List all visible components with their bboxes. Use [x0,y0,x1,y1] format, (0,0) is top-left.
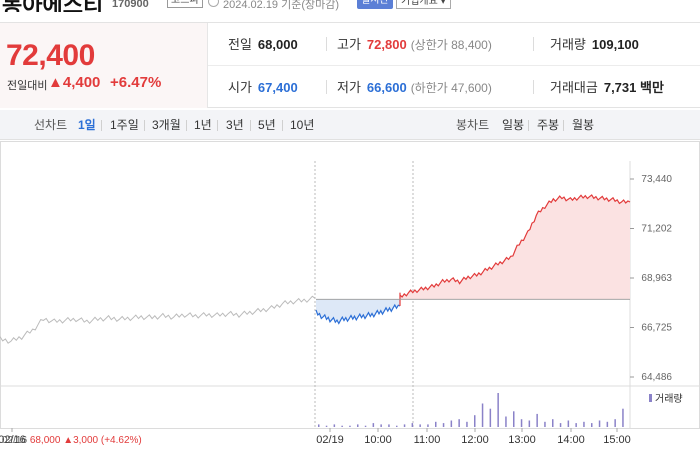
volume-bar [559,423,562,427]
y-tick-label: 68,963 [641,273,672,284]
x-tick-label: 15:00 [603,434,631,446]
volume-bar [388,424,390,427]
x-tick-label: 10:00 [364,434,392,446]
clock-icon [208,0,219,7]
above-baseline-area [400,195,630,300]
stock-code: 170900 [112,0,149,10]
y-tick-label: 71,202 [641,224,672,235]
volume-bar [427,424,429,427]
volume-bar [318,424,320,427]
volume-bar [598,420,601,427]
volume-bar [349,425,351,427]
current-price: 72,400 [6,39,95,72]
stock-name: 동아에스티 [2,0,103,12]
above-baseline-line [399,194,631,298]
volume: 거래량 109,100 [550,37,639,52]
volume-bar [544,421,546,427]
tab-3month[interactable]: 3개월 [152,118,181,132]
change-label: 전일대비 [7,80,48,92]
stock-header: 동아에스티 170900 코스피 2024.02.19 기준(장마감) 실시간 … [0,0,700,12]
x-tick-label: 11:00 [414,434,441,446]
realtime-button[interactable]: 실시간 [357,0,393,9]
volume-bar [333,424,336,427]
chart-period-tabs: 선차트 1일 1주일 3개월 1년 3년 5년 10년 봉차트 일봉 주봉 월봉 [0,110,700,140]
tab-1year[interactable]: 1년 [194,118,212,132]
volume-bar [372,423,375,427]
volume-bar [450,420,453,427]
volume-legend-label: 거래량 [655,393,683,405]
volume-bar [325,425,328,427]
line-chart-label: 선차트 [34,118,68,132]
volume-bar [567,420,570,427]
volume-bar [419,424,421,427]
volume-bar [481,403,484,427]
x-tick-label: 14:00 [557,434,585,446]
y-tick-label: 66,725 [641,323,672,334]
volume-bar [591,423,593,427]
prev-day-line [0,295,316,344]
volume-bar [606,421,609,427]
tab-monthly-candle[interactable]: 월봉 [572,118,595,132]
candle-chart-label: 봉차트 [456,118,490,132]
tab-daily-candle[interactable]: 일봉 [502,118,525,132]
volume-bar [466,421,468,427]
quote-row-2: 시가 67,400 저가 66,600 (하한가 47,600) 거래대금 7,731 … [208,66,700,109]
volume-bar [380,424,382,427]
volume-bar [528,420,531,427]
tab-10year[interactable]: 10년 [290,118,315,132]
change-amount: ▲4,400 [48,74,101,91]
volume-bar [403,424,406,427]
volume-bar [357,424,359,427]
below-baseline-area [316,299,400,324]
volume-bar [364,425,367,427]
prev-close: 전일 68,000 [228,37,298,52]
tab-5year[interactable]: 5년 [258,118,276,132]
tab-1week[interactable]: 1주일 [110,118,139,132]
open-price: 시가 67,400 [228,80,298,95]
y-tick-label: 64,486 [641,372,672,383]
price-chart-svg: 73,440 71,202 68,963 66,725 64,486 02/16 02/19… [0,141,700,446]
quote-row-1: 전일 68,000 고가 72,800 (상한가 88,400) 거래량 109,100 [208,23,700,66]
below-baseline-line [315,303,401,325]
volume-bar [497,393,499,427]
prev-day-info: 02/16 68,000 ▲3,000 (+4.62%) [2,435,142,446]
change-percent: +6.47% [110,74,162,91]
high-price: 고가 72,800 (상한가 88,400) [337,37,492,52]
tab-weekly-candle[interactable]: 주봉 [537,118,560,132]
volume-bar [622,408,624,427]
volume-bar [552,419,554,427]
volume-bar [442,423,445,427]
tab-1day[interactable]: 1일 [78,118,96,132]
x-tick-label: 12:00 [461,434,489,446]
volume-bar [505,416,507,427]
volume-legend-swatch [649,394,652,402]
volume-bar [435,421,437,427]
volume-bar [575,423,577,427]
volume-bar [411,423,414,427]
quote-panel: 72,400 전일대비 ▲4,400 +6.47% 전일 68,000 고가 72,… [0,22,700,108]
x-tick-label: 13:00 [508,434,536,446]
trade-amount: 거래대금 7,731 백만 [550,80,664,95]
volume-bar [583,421,585,427]
volume-bar [458,419,460,427]
base-date: 2024.02.19 기준(장마감) [223,0,340,11]
tab-3year[interactable]: 3년 [226,118,244,132]
volume-bar [520,419,523,427]
volume-bar [396,425,398,427]
y-tick-label: 73,440 [641,174,672,185]
company-overview-dropdown[interactable]: 기업개요 ▾ [396,0,451,9]
low-price: 저가 66,600 (하한가 47,600) [337,80,492,95]
volume-bar [614,419,616,427]
volume-bar [474,415,476,427]
price-box: 72,400 전일대비 ▲4,400 +6.47% [0,23,208,108]
volume-bar [341,425,343,427]
volume-bar [536,413,538,427]
volume-bar [489,408,492,427]
intraday-chart: 73,440 71,202 68,963 66,725 64,486 02/16 02/19… [0,141,700,450]
volume-bar [513,411,515,427]
x-tick-label: 02/16 [0,434,26,446]
market-badge: 코스피 [167,0,203,8]
x-tick-label: 02/19 [316,434,344,446]
